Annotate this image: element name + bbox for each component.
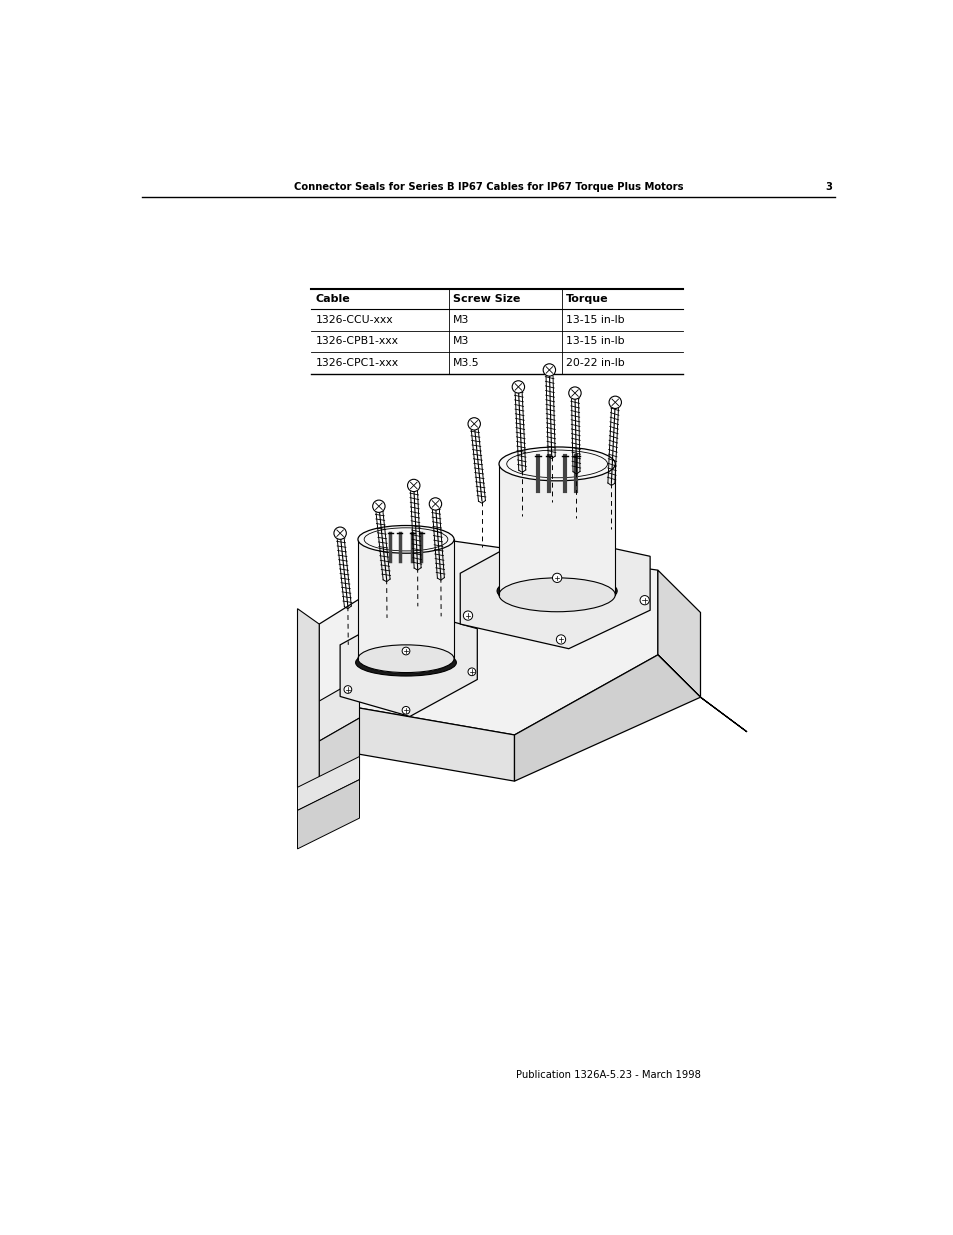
- Circle shape: [552, 573, 561, 583]
- Text: M3: M3: [453, 315, 469, 325]
- Circle shape: [556, 635, 565, 645]
- Circle shape: [468, 417, 480, 430]
- Polygon shape: [297, 757, 359, 810]
- Circle shape: [512, 380, 524, 393]
- Circle shape: [407, 479, 419, 492]
- Text: 13-15 in-lb: 13-15 in-lb: [565, 315, 623, 325]
- Text: 3: 3: [824, 182, 831, 193]
- Circle shape: [568, 387, 580, 399]
- Text: 1326-CCU-xxx: 1326-CCU-xxx: [315, 315, 393, 325]
- Circle shape: [334, 527, 346, 540]
- Text: Connector Seals for Series B IP67 Cables for IP67 Torque Plus Motors: Connector Seals for Series B IP67 Cables…: [294, 182, 683, 193]
- Circle shape: [608, 396, 620, 409]
- Ellipse shape: [357, 645, 454, 673]
- Polygon shape: [658, 571, 700, 698]
- Circle shape: [639, 595, 649, 605]
- Polygon shape: [297, 779, 359, 848]
- Polygon shape: [459, 531, 649, 648]
- Text: Cable: Cable: [315, 294, 350, 304]
- Circle shape: [344, 685, 352, 693]
- Text: Publication 1326A-5.23 - March 1998: Publication 1326A-5.23 - March 1998: [515, 1070, 700, 1079]
- Polygon shape: [319, 541, 658, 735]
- Text: 13-15 in-lb: 13-15 in-lb: [565, 336, 623, 347]
- Ellipse shape: [504, 578, 609, 604]
- Polygon shape: [319, 678, 359, 741]
- Polygon shape: [340, 609, 476, 716]
- Polygon shape: [357, 543, 454, 658]
- Ellipse shape: [365, 529, 446, 550]
- Text: 1326-CPC1-xxx: 1326-CPC1-xxx: [315, 358, 398, 368]
- Polygon shape: [514, 655, 700, 782]
- Circle shape: [542, 364, 555, 377]
- Text: Screw Size: Screw Size: [453, 294, 520, 304]
- Circle shape: [373, 500, 385, 513]
- Circle shape: [463, 611, 472, 620]
- Polygon shape: [319, 701, 514, 782]
- Text: M3: M3: [453, 336, 469, 347]
- Circle shape: [402, 706, 410, 714]
- Circle shape: [429, 498, 441, 510]
- Text: M3.5: M3.5: [453, 358, 479, 368]
- Circle shape: [402, 647, 410, 655]
- Polygon shape: [498, 468, 615, 595]
- Ellipse shape: [357, 526, 454, 553]
- Ellipse shape: [363, 652, 448, 673]
- Ellipse shape: [355, 650, 456, 676]
- Text: 20-22 in-lb: 20-22 in-lb: [565, 358, 624, 368]
- Text: Torque: Torque: [565, 294, 608, 304]
- Polygon shape: [297, 609, 319, 803]
- Circle shape: [468, 668, 476, 676]
- Polygon shape: [319, 718, 359, 803]
- Ellipse shape: [497, 574, 617, 608]
- Ellipse shape: [508, 451, 605, 477]
- Ellipse shape: [498, 447, 615, 480]
- Polygon shape: [658, 655, 746, 732]
- Ellipse shape: [498, 578, 615, 611]
- Text: 1326-CPB1-xxx: 1326-CPB1-xxx: [315, 336, 398, 347]
